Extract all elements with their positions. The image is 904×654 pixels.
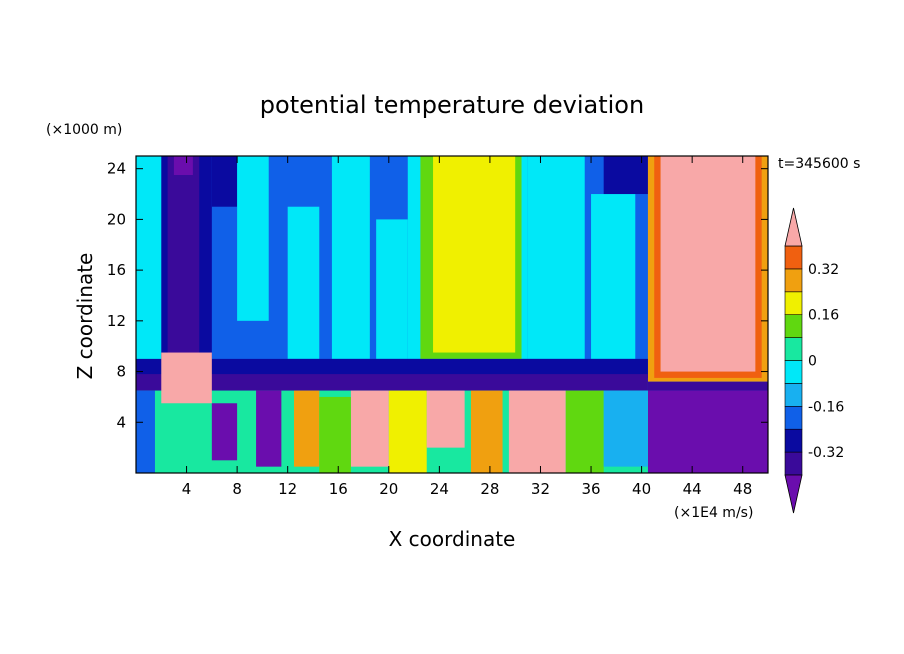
colorbar-extend-max xyxy=(784,207,803,247)
field-region xyxy=(603,156,655,195)
colorbar-label: 0 xyxy=(808,354,817,370)
field-region xyxy=(376,219,408,359)
field-region xyxy=(173,156,193,176)
colorbar-segment xyxy=(784,428,803,453)
field-region xyxy=(470,390,503,473)
field-region xyxy=(319,396,351,473)
colorbar-segment xyxy=(784,383,803,407)
field-region xyxy=(331,156,370,359)
x-tick-label: 36 xyxy=(581,480,600,498)
y-tick-label: 12 xyxy=(107,312,126,330)
colorbar-segment xyxy=(784,268,803,293)
field-region xyxy=(591,194,636,359)
x-tick-label: 24 xyxy=(430,480,449,498)
field-region xyxy=(237,156,269,321)
x-unit-label: (×1E4 m/s) xyxy=(674,505,753,521)
field-region xyxy=(388,390,427,473)
y-tick-label: 20 xyxy=(107,210,126,228)
field-region xyxy=(211,403,238,461)
x-tick-label: 40 xyxy=(632,480,651,498)
y-tick-label: 8 xyxy=(116,363,126,381)
x-axis: 4 8 12 16 20 24 28 32 36 40 44 48 xyxy=(182,156,752,498)
field-region xyxy=(647,390,768,473)
field-region xyxy=(426,390,465,448)
field-region xyxy=(294,390,320,467)
time-label: t=345600 s xyxy=(778,156,860,172)
x-tick-label: 32 xyxy=(531,480,550,498)
y-tick-label: 4 xyxy=(116,413,126,431)
y-axis-label: Z coordinate xyxy=(73,253,97,380)
field-region xyxy=(136,358,648,378)
field-region xyxy=(256,390,282,467)
field-region xyxy=(527,156,585,359)
field-region xyxy=(470,156,509,347)
colorbar: -0.32 -0.16 0 0.16 0.32 xyxy=(784,207,844,514)
chart-title: potential temperature deviation xyxy=(260,91,644,119)
x-tick-label: 12 xyxy=(278,480,297,498)
field-region xyxy=(211,156,238,207)
plot-area xyxy=(136,156,768,473)
colorbar-segment xyxy=(784,245,803,270)
field-region xyxy=(167,156,200,372)
colorbar-segment xyxy=(784,360,803,384)
y-tick-label: 24 xyxy=(107,160,126,178)
x-tick-label: 48 xyxy=(733,480,752,498)
colorbar-segment xyxy=(784,314,803,338)
x-tick-label: 44 xyxy=(683,480,702,498)
x-tick-label: 16 xyxy=(329,480,348,498)
field-region xyxy=(647,381,768,391)
x-tick-label: 20 xyxy=(379,480,398,498)
field-region xyxy=(565,390,604,473)
colorbar-label: -0.32 xyxy=(808,445,844,461)
field-region xyxy=(136,374,648,391)
y-axis: 4 8 12 16 20 24 xyxy=(107,160,768,431)
colorbar-label: 0.16 xyxy=(808,308,839,324)
colorbar-extend-min xyxy=(784,474,803,514)
plot-frame xyxy=(135,155,769,474)
colorbar-segment xyxy=(784,291,803,315)
colorbar-segment xyxy=(784,337,803,361)
x-tick-label: 4 xyxy=(182,480,192,498)
field-region xyxy=(350,390,389,467)
x-tick-label: 8 xyxy=(232,480,242,498)
colorbar-segment xyxy=(784,405,803,430)
colorbar-segment xyxy=(784,451,803,476)
field-region xyxy=(508,390,566,473)
x-axis-label: X coordinate xyxy=(389,527,516,551)
y-unit-label: (×1000 m) xyxy=(46,122,122,138)
colorbar-label: -0.16 xyxy=(808,399,844,415)
field-region xyxy=(603,390,648,467)
x-tick-label: 28 xyxy=(480,480,499,498)
colorbar-label: 0.32 xyxy=(808,262,839,278)
field-region xyxy=(136,390,155,473)
field-region xyxy=(161,352,212,404)
field-region xyxy=(660,156,756,372)
y-tick-label: 16 xyxy=(107,261,126,279)
field-region xyxy=(287,206,320,359)
